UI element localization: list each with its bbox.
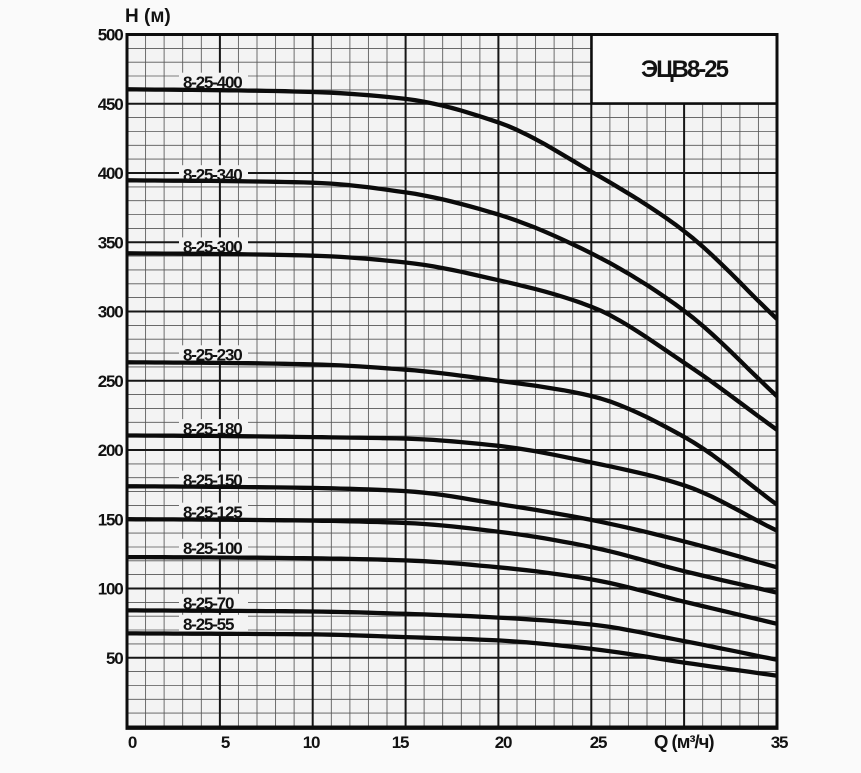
svg-text:200: 200 xyxy=(98,441,124,460)
svg-text:Q (м³/ч): Q (м³/ч) xyxy=(654,731,714,752)
svg-text:8-25-55: 8-25-55 xyxy=(183,615,234,634)
svg-text:8-25-300: 8-25-300 xyxy=(183,238,242,257)
svg-text:150: 150 xyxy=(98,511,124,530)
svg-text:8-25-125: 8-25-125 xyxy=(183,503,242,522)
svg-text:8-25-180: 8-25-180 xyxy=(183,419,242,438)
svg-text:8-25-400: 8-25-400 xyxy=(183,73,242,92)
svg-text:0: 0 xyxy=(128,733,137,752)
svg-text:H (м): H (м) xyxy=(125,6,171,27)
svg-text:8-25-230: 8-25-230 xyxy=(183,346,242,365)
svg-text:25: 25 xyxy=(590,733,607,752)
svg-text:8-25-340: 8-25-340 xyxy=(183,165,242,184)
svg-text:8-25-100: 8-25-100 xyxy=(183,539,242,558)
svg-text:500: 500 xyxy=(98,26,124,45)
svg-text:50: 50 xyxy=(106,649,123,668)
svg-text:ЭЦВ8-25: ЭЦВ8-25 xyxy=(641,56,729,83)
svg-text:100: 100 xyxy=(98,580,124,599)
svg-text:20: 20 xyxy=(495,733,512,752)
svg-text:15: 15 xyxy=(392,733,409,752)
svg-text:8-25-150: 8-25-150 xyxy=(183,471,242,490)
svg-text:5: 5 xyxy=(221,733,230,752)
svg-text:450: 450 xyxy=(98,95,124,114)
svg-text:350: 350 xyxy=(98,233,124,252)
svg-text:400: 400 xyxy=(98,164,124,183)
svg-text:35: 35 xyxy=(771,733,788,752)
svg-text:10: 10 xyxy=(303,733,320,752)
svg-text:250: 250 xyxy=(98,372,124,391)
svg-text:300: 300 xyxy=(98,303,124,322)
svg-text:8-25-70: 8-25-70 xyxy=(183,594,234,613)
